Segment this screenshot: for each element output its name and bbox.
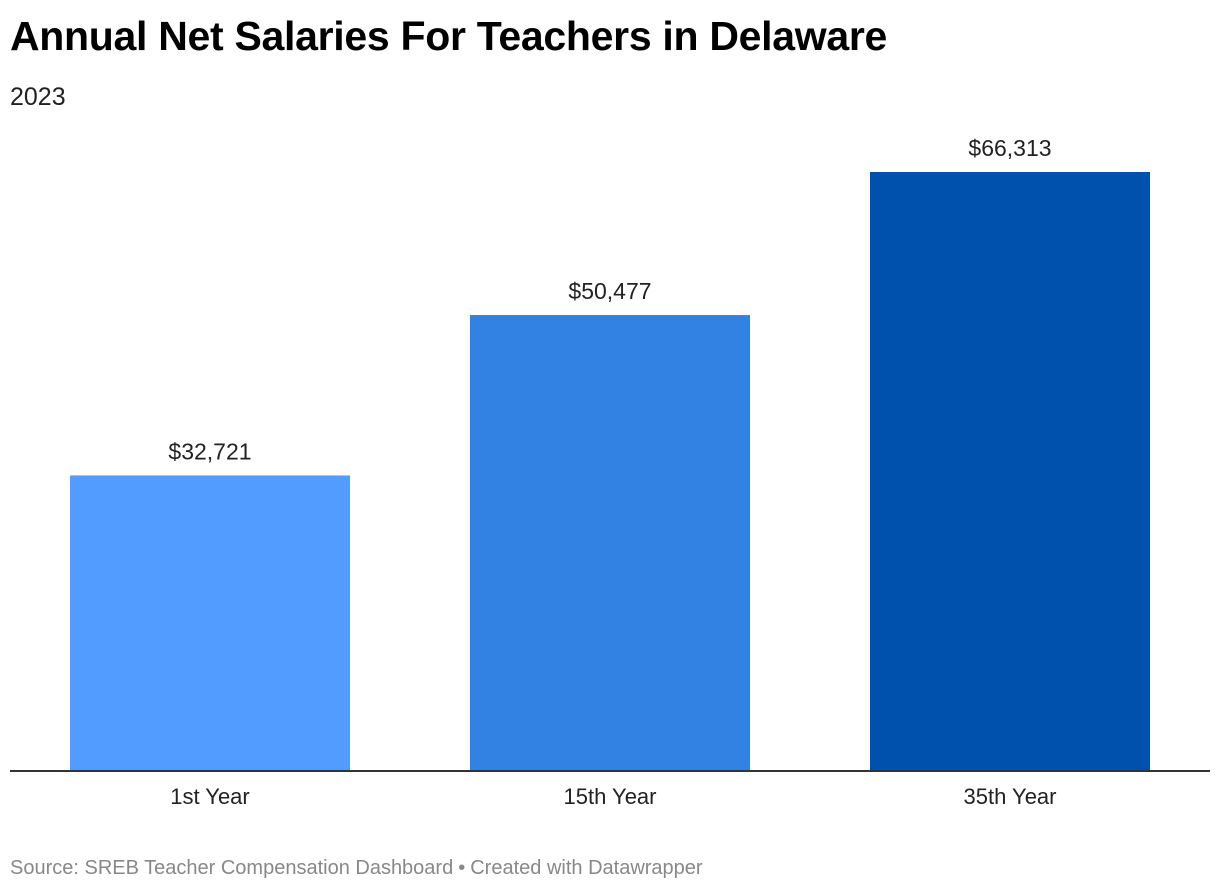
bar-3 bbox=[870, 172, 1150, 771]
bar-value-label-1: $32,721 bbox=[168, 438, 251, 464]
footer-separator: • bbox=[458, 857, 466, 879]
chart-footer: Source: SREB Teacher Compensation Dashbo… bbox=[10, 855, 703, 881]
category-label-2: 15th Year bbox=[564, 784, 657, 809]
bar-value-label-3: $66,313 bbox=[968, 135, 1051, 161]
source-note: Source: SREB Teacher Compensation Dashbo… bbox=[10, 857, 454, 879]
chart-title: Annual Net Salaries For Teachers in Dela… bbox=[10, 13, 887, 59]
chart-subtitle: 2023 bbox=[10, 83, 66, 111]
bar-value-label-2: $50,477 bbox=[568, 278, 651, 304]
category-label-3: 35th Year bbox=[964, 784, 1057, 809]
credit-note: Created with Datawrapper bbox=[470, 857, 703, 879]
category-labels-layer: 1st Year 15th Year 35th Year bbox=[170, 784, 1056, 809]
bar-2 bbox=[470, 315, 750, 771]
bar-1 bbox=[70, 475, 350, 771]
value-labels-layer: $32,721 $50,477 $66,313 bbox=[168, 135, 1051, 464]
category-label-1: 1st Year bbox=[170, 784, 250, 809]
bars-layer bbox=[70, 172, 1150, 771]
